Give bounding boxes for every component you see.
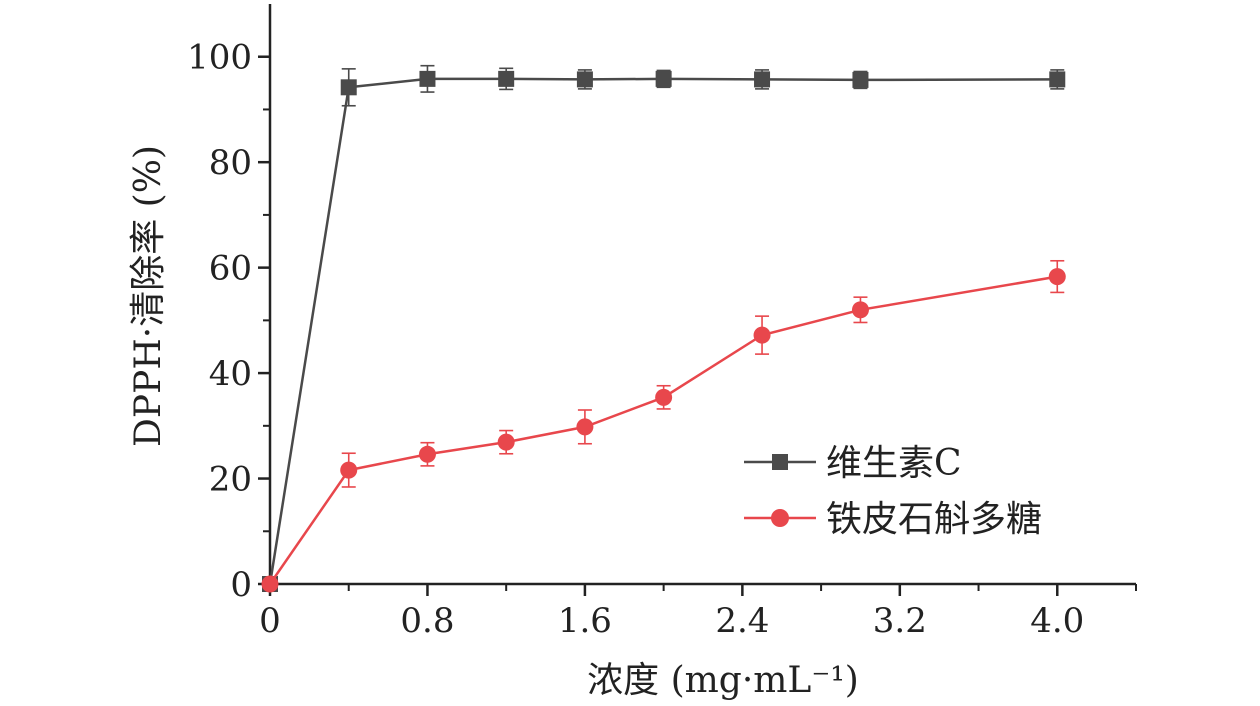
x-tick-label-5: 4.0 [1030, 601, 1084, 641]
series-1-point-7 [852, 71, 869, 88]
series-1-point-8 [1049, 71, 1066, 88]
legend-marker-series-1 [772, 454, 788, 470]
legend-marker-series-2 [771, 509, 789, 527]
x-ticks: 0 0.8 1.6 2.4 3.2 4.0 [259, 584, 1137, 641]
legend-item-1: 维生素C [744, 443, 962, 484]
x-tick-label-1: 0.8 [400, 601, 454, 641]
y-tick-label-3: 60 [209, 249, 252, 289]
series-1-point-2 [419, 70, 436, 87]
series-1 [262, 64, 1066, 592]
plot-area: 0 0.8 1.6 2.4 3.2 4.0 0 20 40 60 80 100 [187, 4, 1137, 641]
y-tick-label-1: 20 [209, 460, 252, 500]
series-2-point-8 [1048, 268, 1066, 286]
series-2-point-3 [497, 433, 515, 451]
x-tick-label-3: 2.4 [715, 601, 769, 641]
series-2-point-0 [261, 575, 279, 593]
series-layer [261, 64, 1066, 593]
legend: 维生素C 铁皮石斛多糖 [744, 443, 1042, 540]
series-1-point-4 [576, 71, 593, 88]
y-tick-label-4: 80 [209, 143, 252, 183]
series-1-point-3 [498, 70, 515, 87]
y-tick-label-5: 100 [187, 38, 252, 78]
series-2-point-4 [576, 418, 594, 436]
y-tick-label-0: 0 [230, 565, 252, 605]
series-2-point-7 [851, 301, 869, 319]
x-tick-label-2: 1.6 [558, 601, 612, 641]
series-1-point-6 [754, 71, 771, 88]
y-tick-label-2: 40 [209, 354, 252, 394]
legend-item-2: 铁皮石斛多糖 [744, 499, 1042, 540]
x-axis-label: 浓度 (mg·mL⁻¹) [587, 660, 859, 701]
x-tick-label-0: 0 [259, 601, 281, 641]
series-2 [261, 259, 1066, 593]
series-2-point-5 [655, 388, 673, 406]
legend-label-series-2: 铁皮石斛多糖 [826, 499, 1042, 540]
series-2-point-6 [753, 326, 771, 344]
series-1-point-1 [340, 79, 357, 96]
x-tick-label-4: 3.2 [873, 601, 927, 641]
series-1-point-5 [655, 70, 672, 87]
series-2-point-2 [418, 445, 436, 463]
series-2-point-1 [340, 461, 358, 479]
legend-label-series-1: 维生素C [826, 443, 962, 484]
y-ticks: 0 20 40 60 80 100 [187, 38, 270, 605]
y-axis-label: DPPH·清除率 (%) [128, 145, 169, 447]
